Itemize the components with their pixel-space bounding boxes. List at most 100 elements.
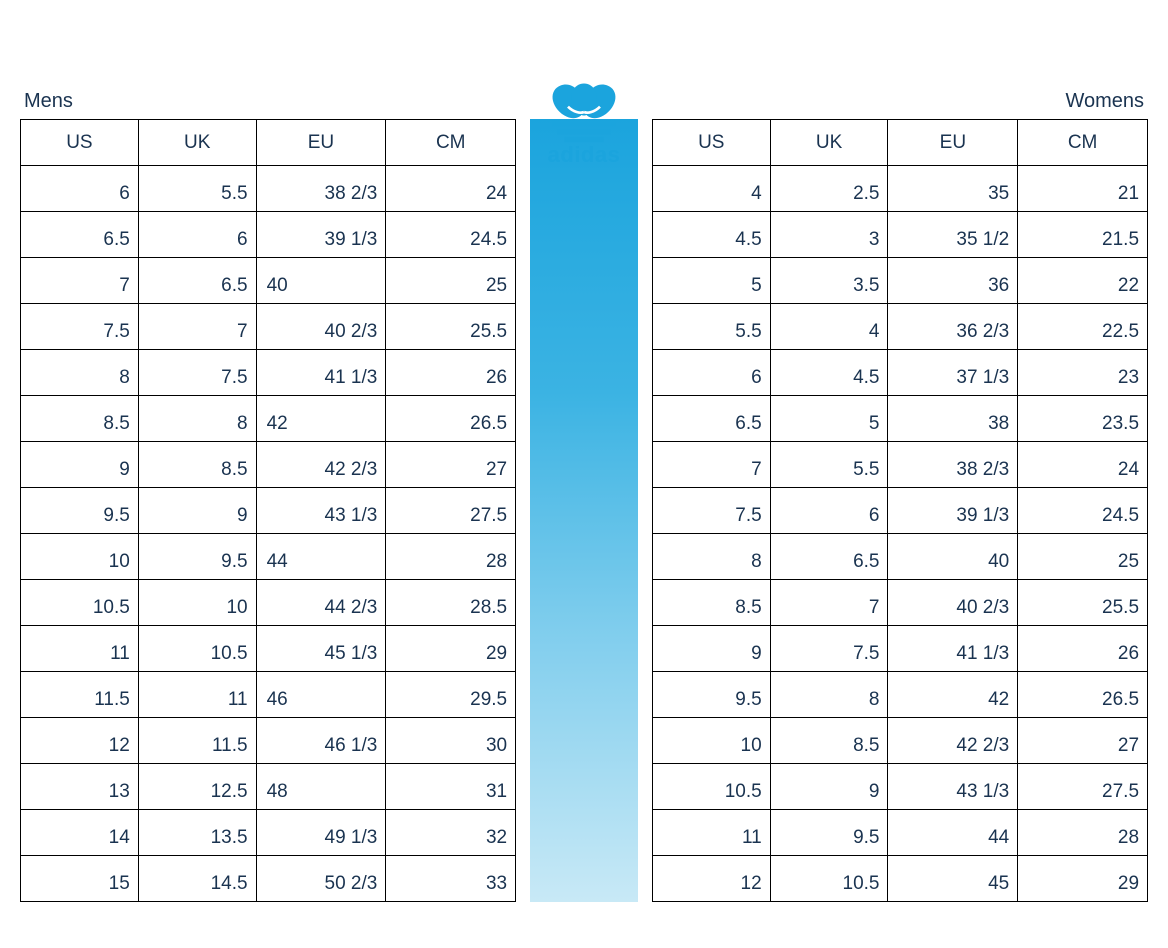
col-header-us: US: [652, 120, 770, 166]
cell-eu: 40: [888, 534, 1018, 580]
section-labels: Mens Womens: [20, 90, 1148, 119]
cell-uk: 5: [770, 396, 888, 442]
cell-eu: 40: [256, 258, 386, 304]
cell-eu: 48: [256, 764, 386, 810]
table-row: 1312.54831: [21, 764, 516, 810]
table-row: 9.584226.5: [652, 672, 1147, 718]
cell-cm: 26: [1018, 626, 1148, 672]
cell-eu: 35 1/2: [888, 212, 1018, 258]
cell-us: 8.5: [652, 580, 770, 626]
cell-cm: 29: [386, 626, 516, 672]
table-row: 75.538 2/324: [652, 442, 1147, 488]
cell-us: 11: [652, 810, 770, 856]
center-gradient-strip: [516, 119, 652, 902]
cell-eu: 39 1/3: [256, 212, 386, 258]
cell-us: 6.5: [652, 396, 770, 442]
cell-eu: 44: [256, 534, 386, 580]
cell-us: 5.5: [652, 304, 770, 350]
cell-uk: 7.5: [138, 350, 256, 396]
cell-eu: 37 1/3: [888, 350, 1018, 396]
cell-us: 10.5: [21, 580, 139, 626]
cell-cm: 25.5: [386, 304, 516, 350]
cell-uk: 4: [770, 304, 888, 350]
cell-cm: 28.5: [386, 580, 516, 626]
cell-uk: 14.5: [138, 856, 256, 902]
cell-us: 12: [652, 856, 770, 902]
cell-us: 11: [21, 626, 139, 672]
cell-uk: 10: [138, 580, 256, 626]
cell-us: 6: [652, 350, 770, 396]
mens-label: Mens: [24, 90, 73, 113]
cell-uk: 6: [138, 212, 256, 258]
table-row: 7.5740 2/325.5: [21, 304, 516, 350]
cell-eu: 38 2/3: [256, 166, 386, 212]
table-row: 119.54428: [652, 810, 1147, 856]
cell-cm: 29: [1018, 856, 1148, 902]
cell-cm: 27.5: [1018, 764, 1148, 810]
cell-uk: 8: [138, 396, 256, 442]
cell-cm: 32: [386, 810, 516, 856]
cell-us: 4: [652, 166, 770, 212]
cell-cm: 25: [386, 258, 516, 304]
cell-cm: 22.5: [1018, 304, 1148, 350]
cell-us: 7.5: [652, 488, 770, 534]
cell-us: 6: [21, 166, 139, 212]
cell-eu: 42 2/3: [888, 718, 1018, 764]
cell-eu: 45 1/3: [256, 626, 386, 672]
col-header-cm: CM: [386, 120, 516, 166]
table-header-row: US UK EU CM: [652, 120, 1147, 166]
cell-cm: 24.5: [386, 212, 516, 258]
table-row: 86.54025: [652, 534, 1147, 580]
cell-uk: 7: [138, 304, 256, 350]
cell-eu: 36 2/3: [888, 304, 1018, 350]
table-row: 8.584226.5: [21, 396, 516, 442]
cell-uk: 10.5: [770, 856, 888, 902]
cell-eu: 46: [256, 672, 386, 718]
cell-cm: 27: [1018, 718, 1148, 764]
cell-us: 12: [21, 718, 139, 764]
table-row: 4.5335 1/221.5: [652, 212, 1147, 258]
cell-uk: 2.5: [770, 166, 888, 212]
center-gradient-fill: [530, 119, 638, 902]
cell-cm: 23: [1018, 350, 1148, 396]
col-header-eu: EU: [256, 120, 386, 166]
table-row: 76.54025: [21, 258, 516, 304]
cell-cm: 22: [1018, 258, 1148, 304]
cell-us: 10: [652, 718, 770, 764]
cell-cm: 27.5: [386, 488, 516, 534]
cell-cm: 21: [1018, 166, 1148, 212]
cell-us: 7: [652, 442, 770, 488]
cell-eu: 44: [888, 810, 1018, 856]
cell-us: 10.5: [652, 764, 770, 810]
cell-eu: 49 1/3: [256, 810, 386, 856]
cell-cm: 21.5: [1018, 212, 1148, 258]
cell-uk: 4.5: [770, 350, 888, 396]
cell-eu: 35: [888, 166, 1018, 212]
cell-us: 7: [21, 258, 139, 304]
cell-us: 6.5: [21, 212, 139, 258]
cell-us: 15: [21, 856, 139, 902]
cell-uk: 8.5: [138, 442, 256, 488]
table-row: 11.5114629.5: [21, 672, 516, 718]
cell-uk: 7.5: [770, 626, 888, 672]
table-row: 6.5639 1/324.5: [21, 212, 516, 258]
table-row: 7.5639 1/324.5: [652, 488, 1147, 534]
cell-uk: 13.5: [138, 810, 256, 856]
table-row: 10.51044 2/328.5: [21, 580, 516, 626]
cell-uk: 9: [138, 488, 256, 534]
col-header-uk: UK: [770, 120, 888, 166]
table-row: 53.53622: [652, 258, 1147, 304]
cell-us: 11.5: [21, 672, 139, 718]
cell-uk: 8.5: [770, 718, 888, 764]
cell-us: 10: [21, 534, 139, 580]
cell-cm: 25: [1018, 534, 1148, 580]
cell-uk: 3.5: [770, 258, 888, 304]
table-row: 109.54428: [21, 534, 516, 580]
cell-us: 8: [652, 534, 770, 580]
cell-eu: 38: [888, 396, 1018, 442]
cell-eu: 39 1/3: [888, 488, 1018, 534]
cell-cm: 29.5: [386, 672, 516, 718]
cell-us: 9.5: [21, 488, 139, 534]
womens-size-table: US UK EU CM 42.535214.5335 1/221.553.536…: [652, 119, 1148, 902]
cell-eu: 44 2/3: [256, 580, 386, 626]
